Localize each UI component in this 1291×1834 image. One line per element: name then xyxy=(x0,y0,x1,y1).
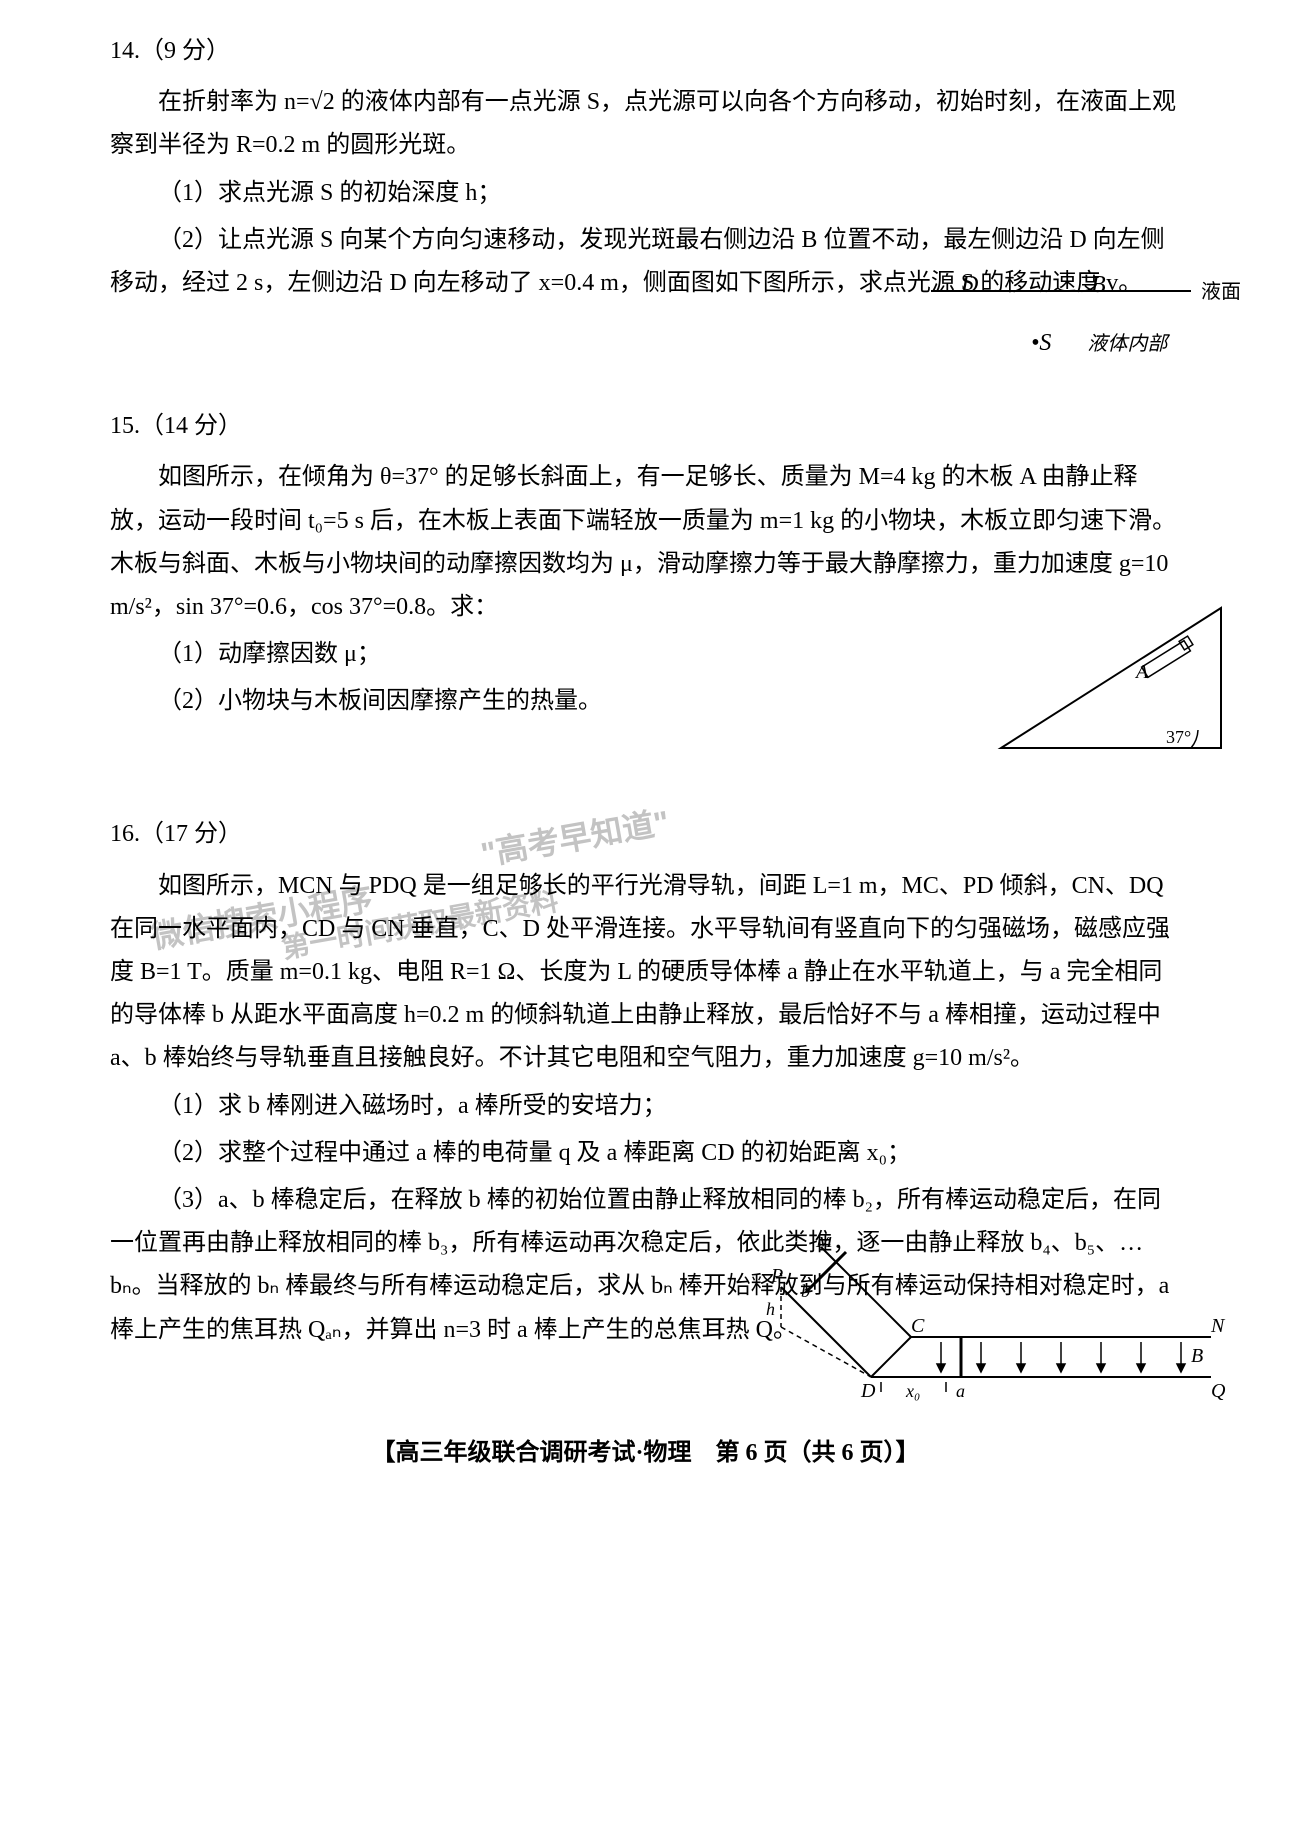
problem-15-header: 15.（14 分） xyxy=(110,405,1181,448)
figure-14-label-s: •S xyxy=(1031,330,1051,356)
problem-14-header: 14.（9 分） xyxy=(110,30,1181,73)
figure-14-label-d: D xyxy=(961,264,978,307)
svg-text:P: P xyxy=(770,1265,783,1287)
problem-16-q2: （2）求整个过程中通过 a 棒的电荷量 q 及 a 棒距离 CD 的初始距离 x… xyxy=(110,1132,1181,1175)
problem-16-body: 如图所示，MCN 与 PDQ 是一组足够长的平行光滑导轨，间距 L=1 m，MC… xyxy=(110,865,1181,1081)
problem-15: 15.（14 分） 如图所示，在倾角为 θ=37° 的足够长斜面上，有一足够长、… xyxy=(110,405,1181,723)
figure-14-source: •S 液体内部 xyxy=(1031,322,1231,365)
svg-text:Q: Q xyxy=(1211,1380,1226,1402)
figure-14-label-surface: 液面 xyxy=(1201,274,1241,310)
figure-16: M P b h C D N Q x₀ a B xyxy=(751,1237,1231,1432)
figure-15-svg: A 37° xyxy=(991,598,1231,758)
svg-text:x₀: x₀ xyxy=(905,1381,920,1401)
problem-16-q1: （1）求 b 棒刚进入磁场时，a 棒所受的安培力； xyxy=(110,1085,1181,1128)
svg-text:C: C xyxy=(911,1315,925,1337)
figure-14: D B 液面 •S 液体内部 xyxy=(931,290,1231,365)
svg-text:b: b xyxy=(801,1281,810,1301)
svg-text:a: a xyxy=(956,1381,965,1401)
figure-14-label-inside: 液体内部 xyxy=(1087,326,1167,362)
svg-text:M: M xyxy=(815,1237,834,1252)
svg-text:h: h xyxy=(766,1299,775,1319)
problem-14: 14.（9 分） 在折射率为 n=√2 的液体内部有一点光源 S，点光源可以向各… xyxy=(110,30,1181,305)
svg-text:N: N xyxy=(1210,1315,1226,1337)
figure-14-label-b: B xyxy=(1091,264,1106,307)
problem-16: 16.（17 分） 如图所示，MCN 与 PDQ 是一组足够长的平行光滑导轨，间… xyxy=(110,813,1181,1351)
svg-text:B: B xyxy=(1191,1345,1203,1367)
problem-14-q1: （1）求点光源 S 的初始深度 h； xyxy=(110,172,1181,215)
figure-15-label-angle: 37° xyxy=(1166,727,1191,747)
figure-15: A 37° xyxy=(991,598,1231,773)
problem-14-body: 在折射率为 n=√2 的液体内部有一点光源 S，点光源可以向各个方向移动，初始时… xyxy=(110,81,1181,167)
figure-15-label-a: A xyxy=(1134,661,1149,683)
svg-text:D: D xyxy=(860,1380,876,1402)
problem-16-header: 16.（17 分） xyxy=(110,813,1181,856)
figure-14-surface-line: D B 液面 xyxy=(931,290,1191,292)
figure-16-svg: M P b h C D N Q x₀ a B xyxy=(751,1237,1231,1417)
page-footer: 【高三年级联合调研考试·物理 第 6 页（共 6 页）】 xyxy=(110,1432,1181,1475)
